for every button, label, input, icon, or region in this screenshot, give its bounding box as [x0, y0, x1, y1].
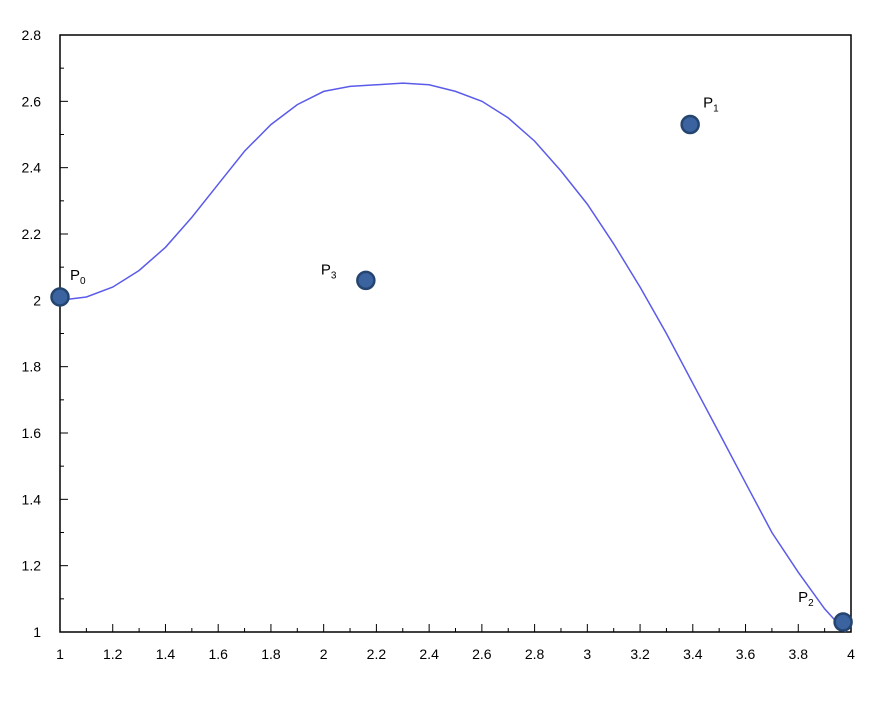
point-label: P3 — [321, 261, 337, 281]
point-label: P1 — [703, 95, 719, 115]
x-tick-label: 2.8 — [525, 646, 545, 662]
x-tick-label: 1.8 — [261, 646, 281, 662]
point-label: P2 — [798, 589, 814, 609]
y-tick-label: 2.4 — [22, 160, 42, 176]
x-tick-label: 1.6 — [208, 646, 228, 662]
control-point-marker — [680, 114, 700, 135]
series-line — [59, 82, 847, 633]
y-tick-label: 1 — [33, 624, 41, 640]
y-tick-label: 1.8 — [22, 359, 42, 375]
y-tick-label: 1.4 — [22, 491, 42, 507]
x-tick-label: 3.6 — [736, 646, 756, 662]
point-label-main: P — [798, 589, 808, 606]
x-tick-label: 2.2 — [367, 646, 387, 662]
y-tick-label: 2 — [33, 292, 41, 308]
control-point-marker — [356, 270, 376, 291]
x-tick-label: 3.8 — [789, 646, 809, 662]
x-tick-label: 2.6 — [472, 646, 492, 662]
y-axis-ticks: 1 1.2 1.4 1.6 1.8 2 2.2 2.4 2.6 2.8 — [22, 27, 68, 640]
control-point-marker — [50, 287, 70, 307]
control-point-marker — [833, 612, 853, 632]
y-tick-label: 2.2 — [22, 226, 42, 242]
point-label: P0 — [70, 267, 86, 287]
x-tick-label: 2.4 — [419, 646, 439, 662]
point-label-subscript: 3 — [331, 270, 337, 281]
x-tick-label: 3.2 — [630, 646, 650, 662]
point-label-main: P — [703, 95, 713, 112]
x-axis-ticks: 1 1.2 1.4 1.6 1.8 2 2.2 2.4 2.6 2.8 3 3.2 3.4 3.6 3.8 4 — [56, 624, 855, 662]
x-tick-label: 1.4 — [156, 646, 176, 662]
x-tick-label: 1.2 — [103, 646, 123, 662]
y-tick-label: 1.6 — [22, 425, 42, 441]
point-label-subscript: 0 — [80, 276, 86, 287]
point-label-subscript: 1 — [713, 104, 719, 115]
y-tick-label: 1.2 — [22, 558, 42, 574]
y-tick-label: 2.6 — [22, 93, 42, 109]
plot-frame — [59, 34, 852, 633]
x-tick-label: 2 — [320, 646, 328, 662]
x-tick-label: 3.4 — [683, 646, 703, 662]
point-label-main: P — [70, 267, 80, 284]
point-label-main: P — [321, 261, 331, 278]
y-tick-label: 2.8 — [22, 27, 42, 43]
x-tick-label: 3 — [583, 646, 591, 662]
x-tick-label: 1 — [56, 646, 64, 662]
x-tick-label: 4 — [847, 646, 855, 662]
point-label-subscript: 2 — [808, 598, 814, 609]
